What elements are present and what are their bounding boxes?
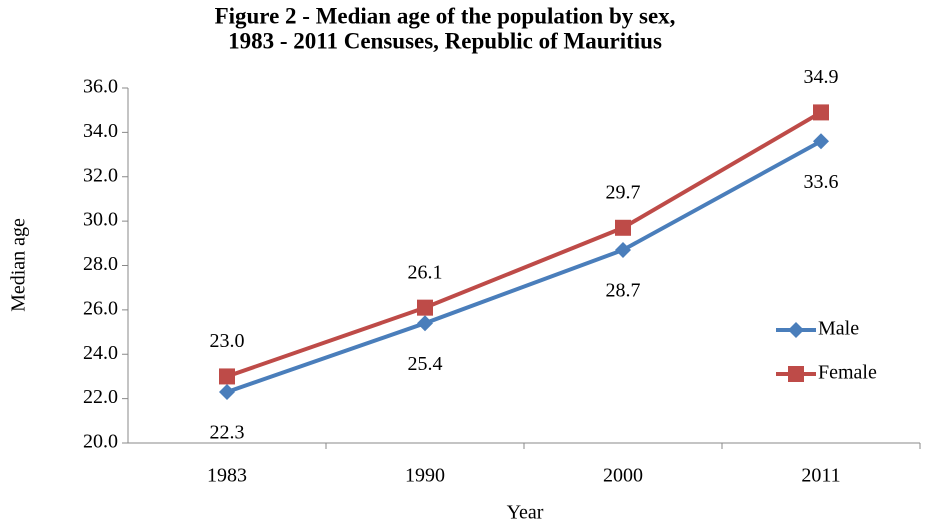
y-tick-label: 32.0: [83, 164, 118, 186]
data-point: [615, 219, 631, 236]
x-tick-label: 1983: [207, 465, 247, 487]
chart-title: Figure 2 - Median age of the population …: [215, 3, 676, 28]
chart-title: 1983 - 2011 Censuses, Republic of Maurit…: [228, 28, 662, 53]
data-point: [417, 299, 433, 316]
data-label: 29.7: [606, 181, 641, 203]
data-label: 26.1: [408, 261, 443, 283]
data-point: [615, 241, 631, 258]
data-label: 28.7: [606, 280, 641, 302]
legend-marker: [788, 366, 804, 382]
data-label: 25.4: [408, 353, 443, 375]
y-tick-label: 26.0: [83, 297, 118, 319]
data-point: [219, 368, 235, 385]
legend-label: Female: [818, 362, 877, 384]
y-tick-label: 28.0: [83, 253, 118, 275]
x-axis-label: Year: [507, 502, 544, 524]
legend-marker: [788, 322, 804, 338]
legend-label: Male: [818, 318, 859, 340]
data-point: [219, 383, 235, 400]
y-tick-label: 34.0: [83, 120, 118, 142]
data-label: 33.6: [804, 171, 839, 193]
data-label: 22.3: [210, 422, 245, 444]
data-label: 34.9: [804, 66, 839, 88]
y-tick-label: 24.0: [83, 342, 118, 364]
data-point: [417, 315, 433, 332]
data-label: 23.0: [210, 330, 245, 352]
data-point: [813, 104, 829, 121]
series-line: [226, 110, 823, 379]
y-tick-label: 30.0: [83, 209, 118, 231]
x-tick-label: 2000: [603, 465, 643, 487]
data-point: [813, 133, 829, 150]
x-tick-label: 1990: [405, 465, 445, 487]
x-tick-label: 2011: [801, 465, 840, 487]
y-axis-label: Median age: [8, 218, 30, 312]
series-line: [226, 139, 822, 394]
y-tick-label: 36.0: [83, 76, 118, 98]
y-tick-label: 20.0: [83, 431, 118, 453]
y-tick-label: 22.0: [83, 386, 118, 408]
